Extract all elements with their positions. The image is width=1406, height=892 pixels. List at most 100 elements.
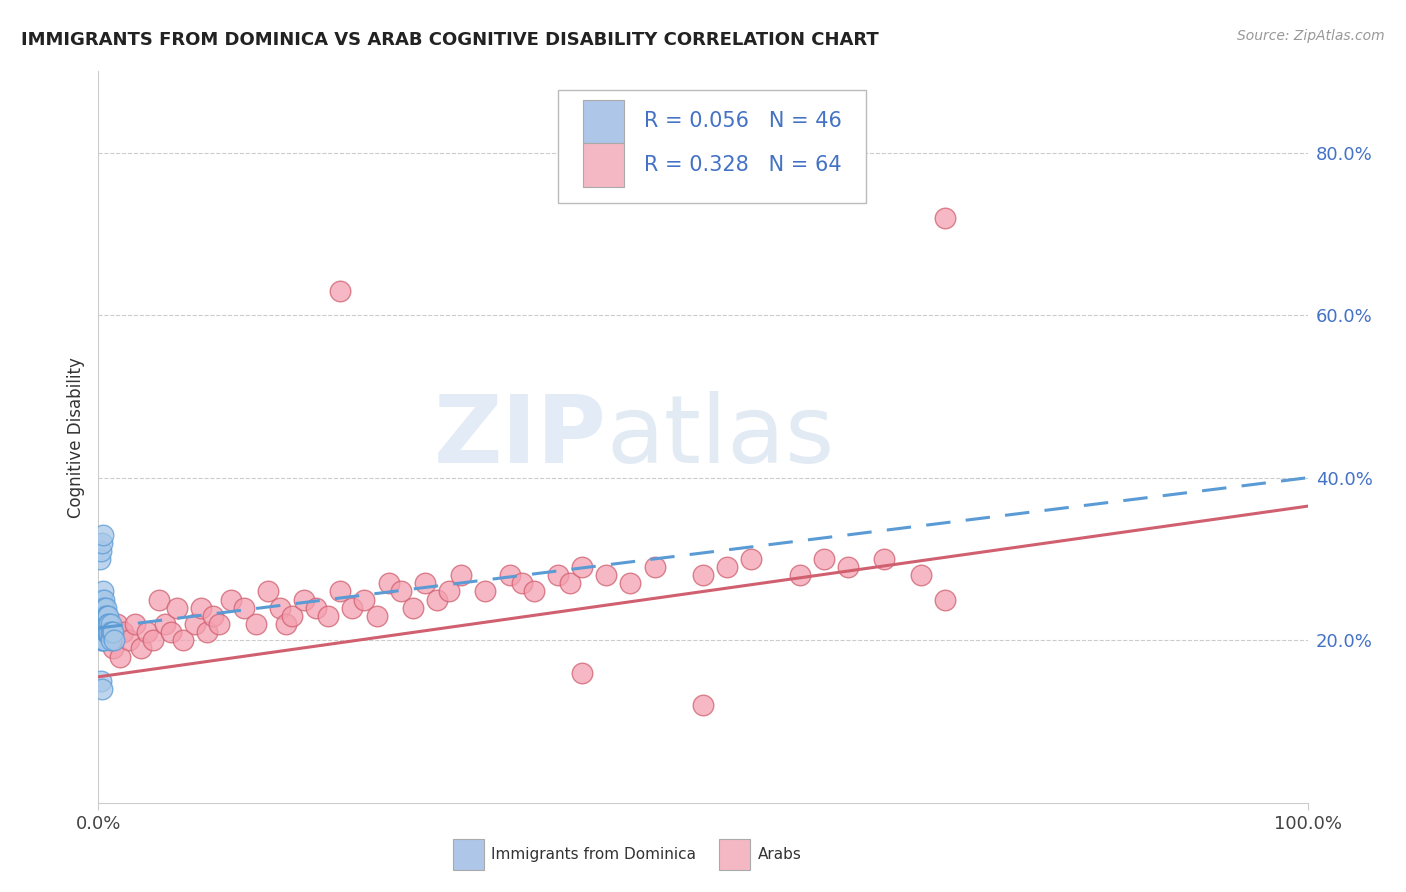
Point xyxy=(124,617,146,632)
Point xyxy=(547,568,569,582)
Point xyxy=(91,592,114,607)
Point xyxy=(172,633,194,648)
Point xyxy=(135,625,157,640)
Point xyxy=(342,600,364,615)
Point xyxy=(93,633,115,648)
Point xyxy=(910,568,932,582)
FancyBboxPatch shape xyxy=(718,839,751,870)
Point xyxy=(184,617,207,632)
Point xyxy=(91,625,114,640)
Point xyxy=(274,617,297,632)
Point xyxy=(644,560,666,574)
Point xyxy=(118,633,141,648)
Point xyxy=(91,584,114,599)
Point xyxy=(208,617,231,632)
Point xyxy=(100,625,122,640)
Point xyxy=(292,592,315,607)
Point xyxy=(413,576,436,591)
Point xyxy=(166,600,188,615)
Point xyxy=(389,584,412,599)
Text: Source: ZipAtlas.com: Source: ZipAtlas.com xyxy=(1237,29,1385,43)
Point xyxy=(426,592,449,607)
Point xyxy=(91,633,114,648)
Point xyxy=(91,527,114,541)
Point xyxy=(202,608,225,623)
FancyBboxPatch shape xyxy=(453,839,484,870)
Point xyxy=(94,617,117,632)
Point xyxy=(450,568,472,582)
FancyBboxPatch shape xyxy=(583,144,624,186)
FancyBboxPatch shape xyxy=(558,90,866,203)
Point xyxy=(96,617,118,632)
Point xyxy=(93,608,115,623)
Point xyxy=(692,568,714,582)
Point xyxy=(571,560,593,574)
Text: R = 0.056   N = 46: R = 0.056 N = 46 xyxy=(644,112,842,131)
Point xyxy=(96,625,118,640)
Point xyxy=(96,608,118,623)
Point xyxy=(108,649,131,664)
Point xyxy=(558,576,581,591)
Text: Arabs: Arabs xyxy=(758,847,801,862)
Point xyxy=(91,617,114,632)
Point xyxy=(789,568,811,582)
Point xyxy=(97,608,120,623)
Text: ZIP: ZIP xyxy=(433,391,606,483)
Point xyxy=(813,552,835,566)
Point xyxy=(571,665,593,680)
Point xyxy=(498,568,520,582)
Point xyxy=(100,617,122,632)
Point xyxy=(329,584,352,599)
Text: Immigrants from Dominica: Immigrants from Dominica xyxy=(492,847,696,862)
Point xyxy=(316,608,339,623)
Point xyxy=(740,552,762,566)
Point xyxy=(91,633,114,648)
Point xyxy=(91,608,114,623)
Point xyxy=(101,625,124,640)
Point xyxy=(329,284,352,298)
Point xyxy=(90,673,112,688)
Point xyxy=(305,600,328,615)
Point xyxy=(90,625,112,640)
Point xyxy=(105,617,128,632)
Point xyxy=(98,625,121,640)
Point xyxy=(98,617,121,632)
Point xyxy=(91,617,114,632)
Point xyxy=(619,576,641,591)
Point xyxy=(195,625,218,640)
Point xyxy=(93,617,115,632)
Point xyxy=(103,633,125,648)
Point xyxy=(148,592,170,607)
Point xyxy=(510,576,533,591)
Point xyxy=(91,600,114,615)
Point xyxy=(91,625,114,640)
Point xyxy=(90,544,112,558)
FancyBboxPatch shape xyxy=(583,100,624,143)
Point xyxy=(89,552,111,566)
Point xyxy=(190,600,212,615)
Point xyxy=(245,617,267,632)
Point xyxy=(873,552,896,566)
Point xyxy=(91,535,114,549)
Point xyxy=(100,633,122,648)
Point xyxy=(90,608,112,623)
Point xyxy=(89,600,111,615)
Point xyxy=(111,625,134,640)
Text: atlas: atlas xyxy=(606,391,835,483)
Point xyxy=(377,576,399,591)
Point xyxy=(89,617,111,632)
Point xyxy=(91,608,114,623)
Point xyxy=(97,617,120,632)
Point xyxy=(474,584,496,599)
Point xyxy=(934,592,956,607)
Point xyxy=(269,600,291,615)
Point xyxy=(93,600,115,615)
Point xyxy=(91,681,114,696)
Point xyxy=(93,592,115,607)
Point xyxy=(934,211,956,225)
Point xyxy=(101,641,124,656)
Point xyxy=(91,600,114,615)
Point xyxy=(232,600,254,615)
Point xyxy=(353,592,375,607)
Point xyxy=(97,625,120,640)
